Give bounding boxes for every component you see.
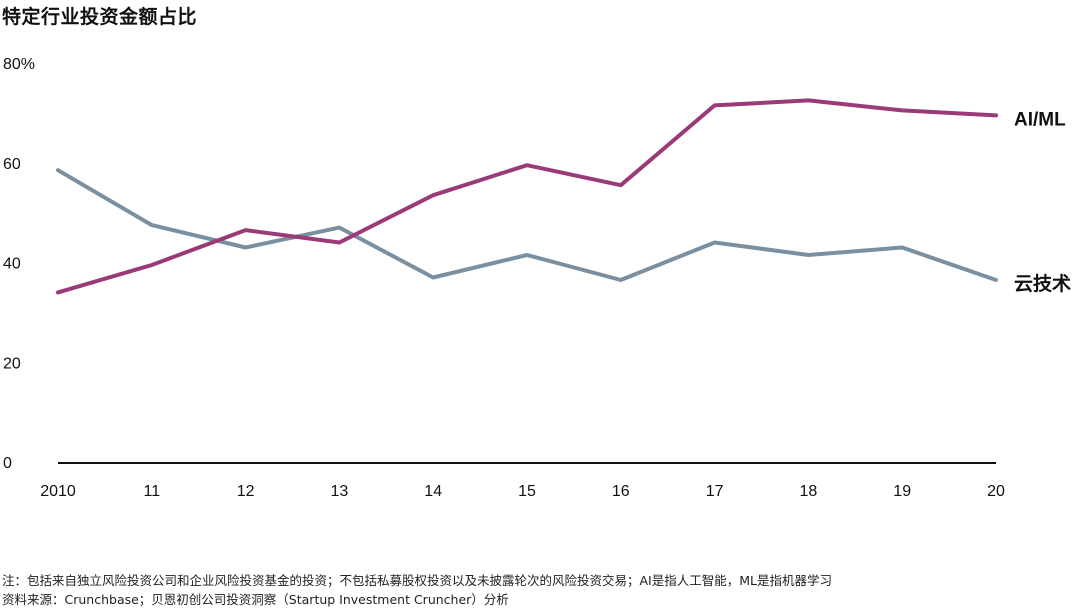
x-tick-label: 15 <box>518 483 536 500</box>
y-tick-label: 40 <box>3 256 21 273</box>
y-tick-label: 0 <box>3 455 12 472</box>
x-tick-label: 11 <box>143 483 160 500</box>
series-label-ai-ml: AI/ML <box>1014 109 1066 130</box>
x-tick-label: 17 <box>706 483 724 500</box>
x-tick-label: 14 <box>424 483 442 500</box>
footnote-note: 注：包括来自独立风险投资公司和企业风险投资基金的投资；不包括私募股权投资以及未披… <box>2 573 832 588</box>
series-lines <box>56 98 998 295</box>
x-tick-label: 19 <box>893 483 911 500</box>
series-label-cloud: 云技术 <box>1014 272 1071 295</box>
y-tick-label: 20 <box>3 355 21 372</box>
chart-title: 特定行业投资金额占比 <box>2 6 198 28</box>
y-axis-ticks: 0 20 40 60 80% <box>3 56 35 472</box>
x-tick-label: 2010 <box>40 483 76 500</box>
x-tick-label: 12 <box>237 483 255 500</box>
x-tick-label: 16 <box>612 483 630 500</box>
x-tick-label: 13 <box>331 483 349 500</box>
series-labels: AI/ML 云技术 <box>1014 109 1071 295</box>
x-tick-label: 18 <box>800 483 818 500</box>
x-tick-label: 20 <box>987 483 1005 500</box>
footnote-source: 资料来源：Crunchbase；贝恩初创公司投资洞察（Startup Inves… <box>2 592 509 607</box>
y-tick-label: 80% <box>3 56 35 73</box>
x-axis-ticks: 2010 11 12 13 14 15 16 17 18 19 20 <box>40 483 1005 500</box>
series-line-cloud <box>56 168 998 282</box>
series-line-ai-ml <box>56 98 998 295</box>
y-tick-label: 60 <box>3 156 21 173</box>
